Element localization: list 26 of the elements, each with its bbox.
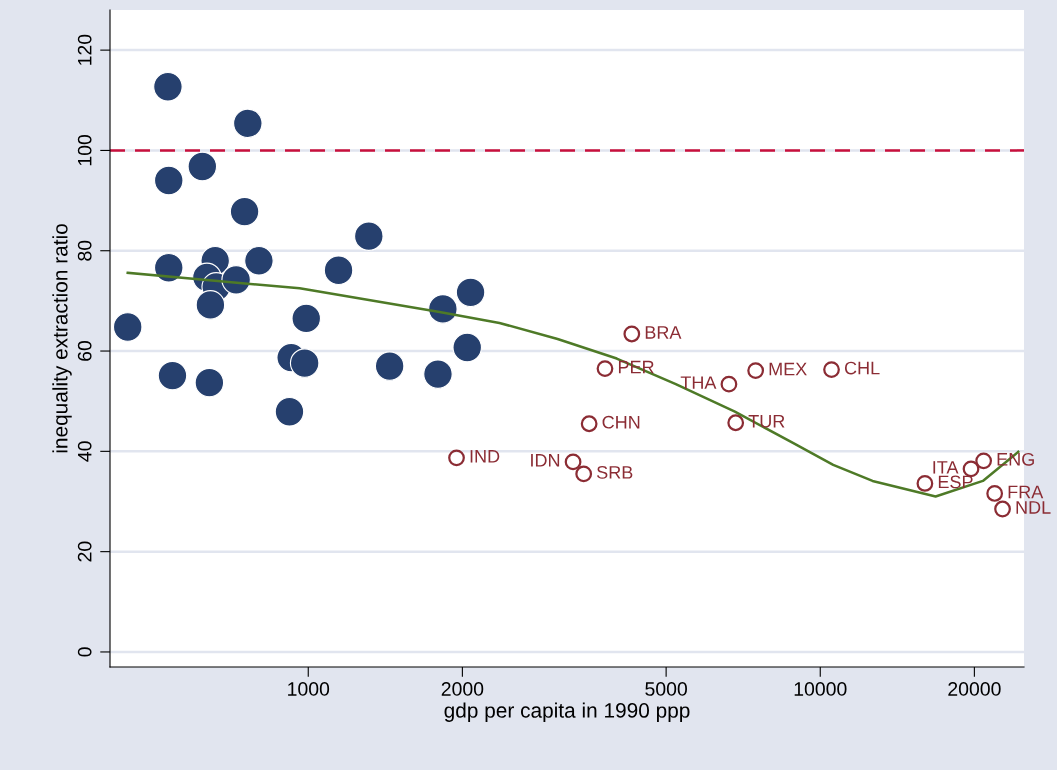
y-axis-title: inequality extraction ratio [52,224,72,453]
x-tick-label: 2000 [441,682,484,696]
x-axis-title: gdp per capita in 1990 ppp [444,702,690,722]
x-tick-label: 10000 [794,682,847,696]
annotation: NDL [1016,501,1051,514]
y-tick-label: 20 [77,541,92,562]
annotation: ESP [938,475,973,489]
annotation: CHL [844,361,880,375]
x-tick-label: 1000 [288,682,330,696]
annotation: SRB [597,465,633,479]
y-tick-label: 0 [77,647,92,657]
x-tick-label: 5000 [645,682,687,696]
annotation: MEX [769,362,807,376]
y-tick-label: 120 [77,34,92,65]
y-tick-label: 60 [77,340,92,361]
x-tick-label: 20000 [948,682,1001,696]
annotation: IND [470,450,500,463]
annotation: IDN [531,454,560,467]
annotation: FRA [1008,485,1044,499]
y-tick-label: 100 [77,134,92,166]
annotation: ITA [933,461,959,474]
y-tick-label: 80 [77,240,92,261]
y-tick-label: 40 [77,441,92,462]
annotation: BRA [645,326,682,339]
annotation: CHN [602,415,640,429]
annotation: THA [680,376,717,389]
